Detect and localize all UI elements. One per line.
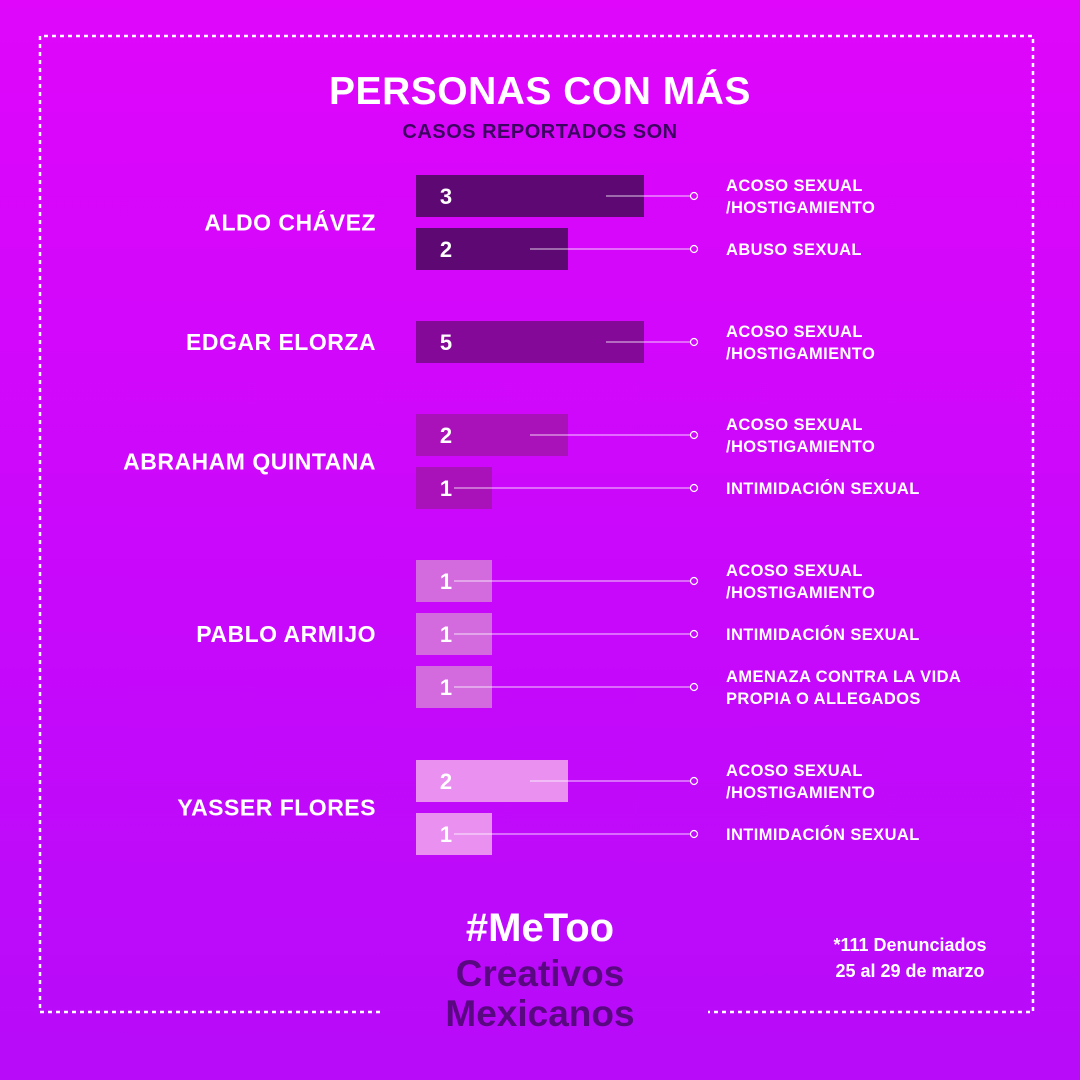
category-label: INTIMIDACIÓN SEXUAL bbox=[726, 625, 920, 644]
category-label: ACOSO SEXUAL bbox=[726, 762, 863, 780]
leader-dot bbox=[689, 483, 699, 493]
category-label: ACOSO SEXUAL bbox=[726, 323, 863, 341]
leader-dot bbox=[689, 244, 699, 254]
footnote: *111 Denunciados 25 al 29 de marzo bbox=[790, 932, 1030, 984]
category-label: INTIMIDACIÓN SEXUAL bbox=[726, 825, 920, 844]
leader-dot bbox=[689, 776, 699, 786]
leader-dot bbox=[689, 337, 699, 347]
leader-dot bbox=[689, 682, 699, 692]
person-name: EDGAR ELORZA bbox=[186, 329, 376, 355]
category-label: /HOSTIGAMIENTO bbox=[726, 784, 875, 802]
person-name: PABLO ARMIJO bbox=[196, 621, 376, 647]
leader-dot bbox=[689, 430, 699, 440]
category-label: ACOSO SEXUAL bbox=[726, 416, 863, 434]
brand-hashtag: #MeToo bbox=[465, 906, 615, 950]
category-label: INTIMIDACIÓN SEXUAL bbox=[726, 479, 920, 498]
footnote-line2: 25 al 29 de marzo bbox=[835, 961, 985, 981]
bar-value-label: 2 bbox=[440, 769, 452, 794]
bar-value-label: 2 bbox=[440, 237, 452, 262]
footnote-line1: *111 Denunciados bbox=[833, 935, 987, 955]
category-label: ACOSO SEXUAL bbox=[726, 562, 863, 580]
category-label: PROPIA O ALLEGADOS bbox=[726, 690, 921, 708]
category-label: /HOSTIGAMIENTO bbox=[726, 438, 875, 456]
leader-dot bbox=[689, 629, 699, 639]
chart-subtitle: CASOS REPORTADOS SON bbox=[402, 121, 678, 143]
chart-title: PERSONAS CON MÁS bbox=[329, 70, 751, 113]
brand-name-line1: Creativos bbox=[455, 953, 625, 994]
category-label: AMENAZA CONTRA LA VIDA bbox=[726, 668, 961, 686]
category-label: ABUSO SEXUAL bbox=[726, 241, 862, 259]
bar-value-label: 1 bbox=[440, 675, 452, 700]
bar-value-label: 1 bbox=[440, 822, 452, 847]
leader-dot bbox=[689, 576, 699, 586]
person-name: ALDO CHÁVEZ bbox=[204, 209, 376, 236]
bar-value-label: 3 bbox=[440, 184, 452, 209]
bar-value-label: 2 bbox=[440, 423, 452, 448]
leader-dot bbox=[689, 191, 699, 201]
bar-value-label: 5 bbox=[440, 330, 452, 355]
leader-dot bbox=[689, 829, 699, 839]
bar-value-label: 1 bbox=[440, 622, 452, 647]
brand-name: Creativos Mexicanos bbox=[340, 954, 740, 1034]
brand-name-line2: Mexicanos bbox=[445, 993, 635, 1034]
person-name: YASSER FLORES bbox=[177, 795, 376, 821]
category-label: /HOSTIGAMIENTO bbox=[726, 584, 875, 602]
category-label: /HOSTIGAMIENTO bbox=[726, 345, 875, 363]
bar-value-label: 1 bbox=[440, 569, 452, 594]
category-label: /HOSTIGAMIENTO bbox=[726, 199, 875, 217]
person-name: ABRAHAM QUINTANA bbox=[123, 449, 376, 475]
category-label: ACOSO SEXUAL bbox=[726, 177, 863, 195]
bar-value-label: 1 bbox=[440, 476, 452, 501]
